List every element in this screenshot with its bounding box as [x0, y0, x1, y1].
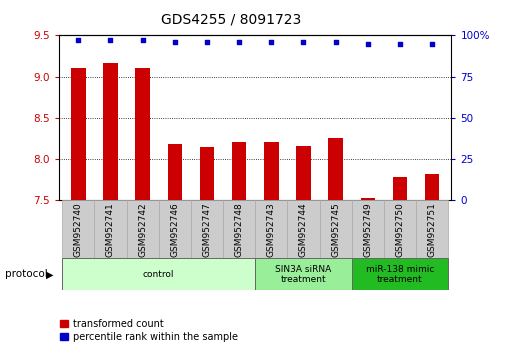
Bar — [232, 142, 246, 200]
Bar — [393, 177, 407, 200]
Bar — [416, 200, 448, 258]
Bar — [384, 200, 416, 258]
Text: miR-138 mimic
treatment: miR-138 mimic treatment — [366, 265, 434, 284]
Bar — [352, 258, 448, 290]
Bar — [287, 200, 320, 258]
Bar — [328, 138, 343, 200]
Bar — [255, 258, 352, 290]
Text: GSM952744: GSM952744 — [299, 202, 308, 257]
Bar — [191, 200, 223, 258]
Bar — [71, 68, 86, 200]
Bar — [103, 63, 117, 200]
Text: GSM952749: GSM952749 — [363, 202, 372, 257]
Text: GSM952743: GSM952743 — [267, 202, 276, 257]
Bar — [94, 200, 127, 258]
Point — [428, 41, 436, 46]
Text: control: control — [143, 270, 174, 279]
Text: GSM952748: GSM952748 — [234, 202, 244, 257]
Text: GSM952747: GSM952747 — [203, 202, 211, 257]
Bar — [425, 174, 439, 200]
Text: ▶: ▶ — [46, 269, 54, 279]
Bar — [127, 200, 159, 258]
Text: GDS4255 / 8091723: GDS4255 / 8091723 — [161, 12, 301, 27]
Text: GSM952741: GSM952741 — [106, 202, 115, 257]
Text: GSM952742: GSM952742 — [138, 202, 147, 257]
Text: SIN3A siRNA
treatment: SIN3A siRNA treatment — [275, 265, 331, 284]
Bar — [62, 200, 94, 258]
Point — [171, 39, 179, 45]
Point — [331, 39, 340, 45]
Bar — [223, 200, 255, 258]
Bar — [352, 200, 384, 258]
Point — [300, 39, 308, 45]
Text: GSM952740: GSM952740 — [74, 202, 83, 257]
Point — [396, 41, 404, 46]
Point — [139, 38, 147, 43]
Bar — [168, 144, 182, 200]
Bar — [361, 198, 375, 200]
Point — [235, 39, 243, 45]
Bar — [62, 258, 255, 290]
Text: GSM952750: GSM952750 — [396, 202, 404, 257]
Bar — [135, 68, 150, 200]
Text: GSM952745: GSM952745 — [331, 202, 340, 257]
Point — [267, 39, 275, 45]
Bar — [255, 200, 287, 258]
Text: protocol: protocol — [5, 269, 48, 279]
Text: GSM952751: GSM952751 — [428, 202, 437, 257]
Point — [106, 38, 114, 43]
Bar — [296, 146, 311, 200]
Bar — [200, 147, 214, 200]
Bar — [159, 200, 191, 258]
Point — [364, 41, 372, 46]
Legend: transformed count, percentile rank within the sample: transformed count, percentile rank withi… — [56, 315, 242, 346]
Bar — [264, 142, 279, 200]
Text: GSM952746: GSM952746 — [170, 202, 180, 257]
Bar — [320, 200, 352, 258]
Point — [74, 38, 83, 43]
Point — [203, 39, 211, 45]
